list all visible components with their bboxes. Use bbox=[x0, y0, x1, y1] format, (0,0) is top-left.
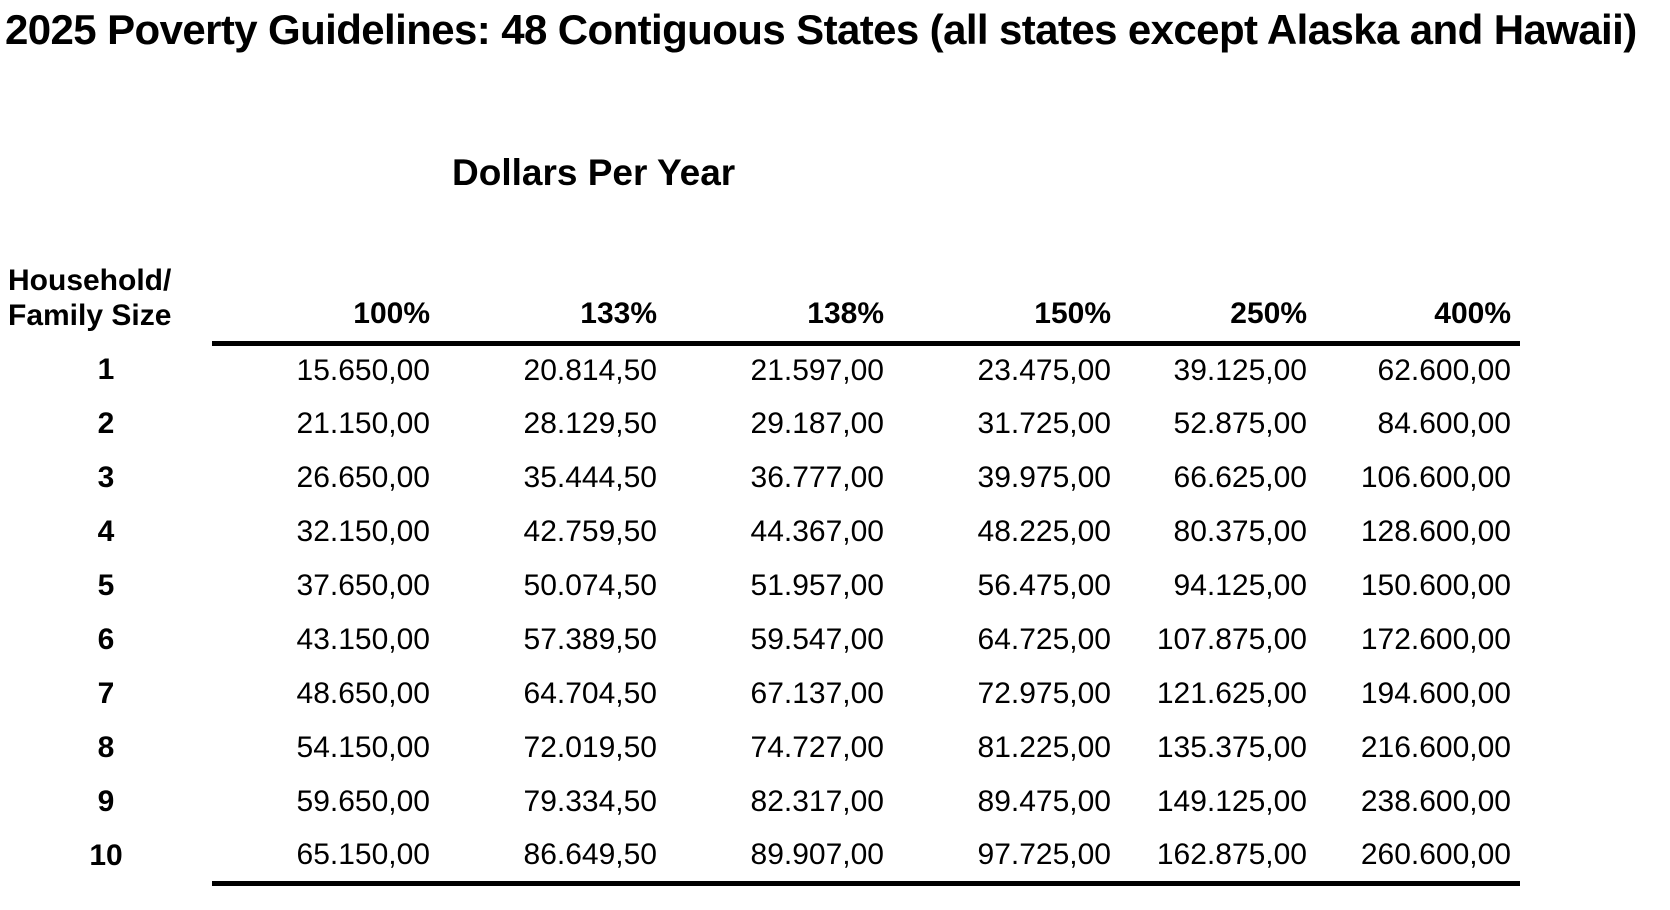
value-cell: 48.650,00 bbox=[296, 677, 430, 710]
value-cell: 21.150,00 bbox=[296, 407, 430, 440]
family-size-cell: 1 bbox=[97, 353, 115, 386]
table-row: 7 48.650,00 64.704,50 67.137,00 72.975,00 121… bbox=[0, 667, 1520, 721]
value-cell: 106.600,00 bbox=[1360, 461, 1511, 494]
family-size-cell: 5 bbox=[97, 569, 115, 602]
column-header: 150% bbox=[893, 256, 1120, 346]
header-row: Household/ Family Size 100% 133% 138% 150% 2… bbox=[0, 256, 1520, 346]
column-header: 100% bbox=[212, 256, 439, 346]
row-header-label: Household/ Family Size bbox=[0, 256, 212, 343]
value-cell: 26.650,00 bbox=[296, 461, 430, 494]
value-cell: 48.225,00 bbox=[977, 515, 1111, 548]
value-cell: 32.150,00 bbox=[296, 515, 430, 548]
value-cell: 80.375,00 bbox=[1173, 515, 1307, 548]
value-cell: 59.547,00 bbox=[750, 623, 884, 656]
value-cell: 54.150,00 bbox=[296, 731, 430, 764]
value-cell: 28.129,50 bbox=[523, 407, 657, 440]
table-title: Dollars Per Year bbox=[452, 152, 736, 193]
value-cell: 82.317,00 bbox=[750, 785, 884, 818]
value-cell: 35.444,50 bbox=[523, 461, 657, 494]
value-cell: 89.907,00 bbox=[666, 829, 893, 886]
value-cell: 57.389,50 bbox=[523, 623, 657, 656]
value-cell: 97.725,00 bbox=[893, 829, 1120, 886]
value-cell: 216.600,00 bbox=[1360, 731, 1511, 764]
value-cell: 81.225,00 bbox=[977, 731, 1111, 764]
value-cell: 67.137,00 bbox=[750, 677, 884, 710]
page-title: 2025 Poverty Guidelines: 48 Contiguous S… bbox=[5, 6, 1637, 53]
table-body: 1 15.650,00 20.814,50 21.597,00 23.475,00 39.… bbox=[0, 343, 1520, 886]
value-cell: 39.125,00 bbox=[1173, 354, 1307, 388]
family-size-cell: 3 bbox=[97, 461, 115, 494]
value-cell: 37.650,00 bbox=[296, 569, 430, 602]
value-cell: 64.704,50 bbox=[523, 677, 657, 710]
value-cell: 50.074,50 bbox=[523, 569, 657, 602]
value-cell: 74.727,00 bbox=[750, 731, 884, 764]
value-cell: 36.777,00 bbox=[750, 461, 884, 494]
value-cell: 260.600,00 bbox=[1316, 829, 1520, 886]
row-header-line1: Household/ bbox=[8, 264, 172, 297]
family-size-cell: 9 bbox=[97, 785, 115, 818]
poverty-guidelines-table: Household/ Family Size 100% 133% 138% 150% 2… bbox=[0, 256, 1520, 886]
value-cell: 43.150,00 bbox=[296, 623, 430, 656]
value-cell: 162.875,00 bbox=[1120, 829, 1316, 886]
value-cell: 23.475,00 bbox=[977, 354, 1111, 388]
value-cell: 194.600,00 bbox=[1360, 677, 1511, 710]
family-size-cell: 4 bbox=[97, 515, 115, 548]
family-size-cell: 6 bbox=[97, 623, 115, 656]
table-row: 1 15.650,00 20.814,50 21.597,00 23.475,00 39.… bbox=[0, 343, 1520, 397]
value-cell: 86.649,50 bbox=[439, 829, 666, 886]
value-cell: 135.375,00 bbox=[1156, 731, 1307, 764]
value-cell: 107.875,00 bbox=[1156, 623, 1307, 656]
value-cell: 29.187,00 bbox=[750, 407, 884, 440]
value-cell: 128.600,00 bbox=[1360, 515, 1511, 548]
table-row: 6 43.150,00 57.389,50 59.547,00 64.725,00 107… bbox=[0, 613, 1520, 667]
value-cell: 59.650,00 bbox=[296, 785, 430, 818]
value-cell: 79.334,50 bbox=[523, 785, 657, 818]
value-cell: 56.475,00 bbox=[977, 569, 1111, 602]
value-cell: 149.125,00 bbox=[1156, 785, 1307, 818]
table-row: 10 65.150,00 86.649,50 89.907,00 97.725,00 16… bbox=[0, 829, 1520, 886]
value-cell: 31.725,00 bbox=[977, 407, 1111, 440]
table-row: 4 32.150,00 42.759,50 44.367,00 48.225,00 80.… bbox=[0, 505, 1520, 559]
value-cell: 64.725,00 bbox=[977, 623, 1111, 656]
value-cell: 238.600,00 bbox=[1360, 785, 1511, 818]
table-row: 9 59.650,00 79.334,50 82.317,00 89.475,00 149… bbox=[0, 775, 1520, 829]
value-cell: 84.600,00 bbox=[1377, 407, 1511, 440]
value-cell: 20.814,50 bbox=[523, 354, 657, 388]
value-cell: 62.600,00 bbox=[1377, 354, 1511, 388]
table-row: 5 37.650,00 50.074,50 51.957,00 56.475,00 94.… bbox=[0, 559, 1520, 613]
family-size-cell: 10 bbox=[89, 839, 123, 872]
table-row: 8 54.150,00 72.019,50 74.727,00 81.225,00 135… bbox=[0, 721, 1520, 775]
value-cell: 72.019,50 bbox=[523, 731, 657, 764]
table-row: 2 21.150,00 28.129,50 29.187,00 31.725,00 52.… bbox=[0, 397, 1520, 451]
value-cell: 52.875,00 bbox=[1173, 407, 1307, 440]
family-size-cell: 8 bbox=[97, 731, 115, 764]
value-cell: 172.600,00 bbox=[1360, 623, 1511, 656]
row-header-line2: Family Size bbox=[8, 299, 172, 332]
family-size-cell: 2 bbox=[97, 407, 115, 440]
value-cell: 94.125,00 bbox=[1173, 569, 1307, 602]
value-cell: 15.650,00 bbox=[296, 354, 430, 388]
column-header: 138% bbox=[666, 256, 893, 346]
value-cell: 72.975,00 bbox=[977, 677, 1111, 710]
value-cell: 66.625,00 bbox=[1173, 461, 1307, 494]
family-size-cell: 7 bbox=[97, 677, 115, 710]
value-cell: 65.150,00 bbox=[212, 829, 439, 886]
value-cell: 44.367,00 bbox=[750, 515, 884, 548]
value-cell: 150.600,00 bbox=[1360, 569, 1511, 602]
value-cell: 121.625,00 bbox=[1156, 677, 1307, 710]
value-cell: 39.975,00 bbox=[977, 461, 1111, 494]
column-header: 133% bbox=[439, 256, 666, 346]
table-row: 3 26.650,00 35.444,50 36.777,00 39.975,00 66.… bbox=[0, 451, 1520, 505]
column-header: 400% bbox=[1316, 256, 1520, 346]
column-header: 250% bbox=[1120, 256, 1316, 346]
value-cell: 42.759,50 bbox=[523, 515, 657, 548]
value-cell: 21.597,00 bbox=[750, 354, 884, 388]
value-cell: 89.475,00 bbox=[977, 785, 1111, 818]
value-cell: 51.957,00 bbox=[750, 569, 884, 602]
